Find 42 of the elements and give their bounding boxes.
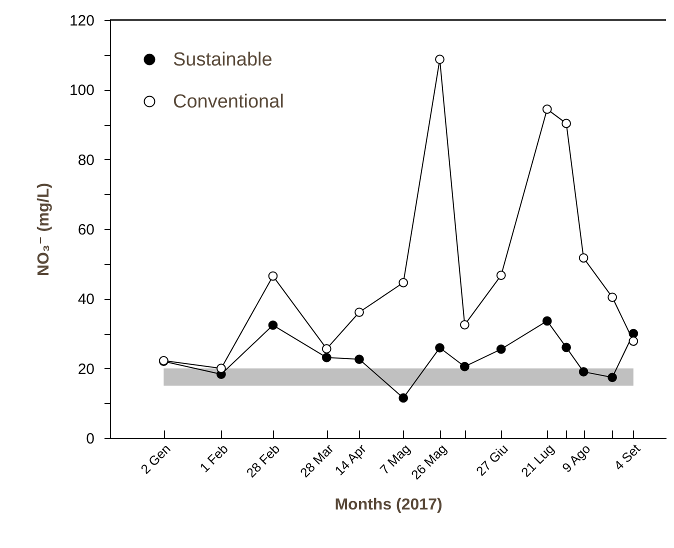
- point: [542, 104, 552, 114]
- x-axis-title: Months (2017): [334, 496, 442, 514]
- point: [460, 320, 470, 330]
- y-tick-label: 0: [86, 430, 94, 448]
- point: [354, 354, 364, 364]
- point: [562, 118, 571, 128]
- x-tick-label: 1 Feb: [196, 441, 231, 476]
- point: [435, 54, 444, 64]
- point: [562, 342, 571, 352]
- x-tick-label: 28 Feb: [243, 441, 283, 480]
- y-tick-label: 100: [69, 82, 94, 100]
- point: [216, 364, 226, 374]
- point: [578, 253, 588, 263]
- point: [435, 343, 444, 352]
- point: [542, 316, 552, 326]
- point: [398, 393, 408, 403]
- y-axis-title: NO₃⁻ (mg/L): [35, 182, 52, 276]
- point: [496, 344, 506, 354]
- point: [608, 372, 617, 382]
- y-tick-label: 20: [78, 360, 94, 378]
- y-tick-label: 40: [78, 291, 94, 308]
- point: [398, 278, 408, 288]
- y-tick-label: 120: [69, 12, 94, 30]
- legend-label: Conventional: [173, 92, 284, 112]
- point: [496, 270, 506, 280]
- point: [354, 308, 364, 317]
- point: [460, 362, 470, 372]
- point: [578, 367, 588, 376]
- y-tick-label: 60: [78, 222, 94, 238]
- point: [268, 320, 278, 330]
- point: [268, 271, 278, 281]
- point: [628, 336, 638, 346]
- point: [608, 292, 617, 302]
- x-tick-label: 2 Gen: [138, 441, 174, 477]
- x-tick-label: 21 Lug: [518, 441, 557, 480]
- x-tick-label: 27 Giu: [473, 441, 511, 479]
- y-tick-label: 80: [78, 152, 94, 169]
- point: [322, 344, 332, 354]
- legend-label: Sustainable: [173, 50, 272, 70]
- point: [322, 352, 332, 362]
- x-tick-label: 4 Set: [611, 440, 644, 474]
- x-tick-label: 9 Ago: [559, 441, 594, 476]
